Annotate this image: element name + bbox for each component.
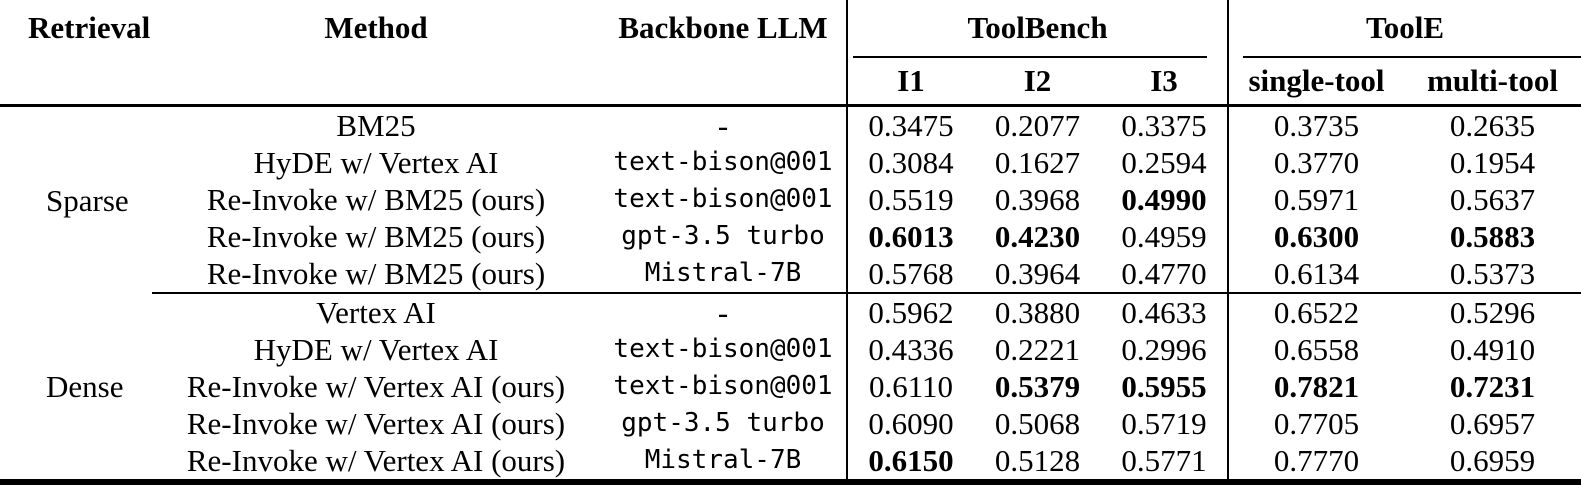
value-cell-i3: 0.2594 <box>1121 145 1207 180</box>
value-cell-i1: 0.6013 <box>846 218 974 255</box>
value-cell-single-tool: 0.6300 <box>1227 218 1404 255</box>
value-cell-multi-tool: 0.6957 <box>1449 406 1536 441</box>
backbone-cell: text-bison@001 <box>613 371 833 401</box>
value-cell-i1: 0.3475 <box>846 105 974 144</box>
value-cell-i1: 0.6090 <box>846 405 974 442</box>
method-cell: Vertex AI <box>316 295 436 330</box>
value-cell-single-tool: 0.5971 <box>1227 181 1404 218</box>
value-cell-i2: 0.5068 <box>994 406 1081 441</box>
value-cell-multi-tool: 0.5296 <box>1449 295 1536 330</box>
group-header-toole: ToolE <box>1227 0 1581 58</box>
table-row: Sparse BM25 - 0.3475 0.2077 0.3375 0.373… <box>0 105 1581 218</box>
value-cell-multi-tool: 0.1954 <box>1449 145 1536 180</box>
table-row: HyDE w/ Vertex AI text-bison@001 0.3084 … <box>0 144 1581 181</box>
subcol-header-i2: I2 <box>974 58 1101 107</box>
value-cell-i1: 0.6150 <box>846 442 974 482</box>
value-cell-single-tool: 0.6522 <box>1227 293 1404 331</box>
value-cell-i2: 0.4230 <box>994 219 1081 254</box>
value-cell-i3: 0.5771 <box>1121 443 1207 478</box>
value-cell-i1: 0.3084 <box>846 144 974 181</box>
value-cell-single-tool: 0.6134 <box>1227 255 1404 294</box>
value-cell-i2: 0.1627 <box>994 145 1081 180</box>
header-row-groups: Retrieval Method Backbone LLM ToolBench … <box>0 0 1581 107</box>
col-header-retrieval: Retrieval <box>0 0 152 107</box>
value-cell-i2: 0.3964 <box>974 255 1101 294</box>
table-row: HyDE w/ Vertex AI text-bison@001 0.4336 … <box>0 331 1581 368</box>
method-cell: Re-Invoke w/ Vertex AI (ours) <box>186 443 566 478</box>
backbone-cell: Mistral-7B <box>644 445 802 475</box>
value-cell-i3: 0.2996 <box>1121 332 1207 367</box>
method-cell: Re-Invoke w/ Vertex AI (ours) <box>186 369 566 404</box>
retrieval-group-label-sparse: Sparse <box>46 182 129 218</box>
value-cell-multi-tool: 0.5637 <box>1449 182 1536 217</box>
subcol-header-i1: I1 <box>846 58 974 107</box>
method-cell: HyDE w/ Vertex AI <box>253 145 499 180</box>
table-row: Re-Invoke w/ BM25 (ours) text-bison@001 … <box>0 181 1581 218</box>
value-cell-single-tool: 0.7705 <box>1227 405 1404 442</box>
value-cell-multi-tool: 0.2635 <box>1449 108 1536 143</box>
value-cell-i2: 0.5128 <box>994 443 1081 478</box>
backbone-cell: Mistral-7B <box>600 255 847 294</box>
value-cell-single-tool: 0.6558 <box>1227 331 1404 368</box>
method-cell: HyDE w/ Vertex AI <box>253 332 499 367</box>
table-row: Dense Vertex AI - 0.5962 0.3880 0.4633 0… <box>0 293 1581 404</box>
group-header-toolbench: ToolBench <box>846 0 1228 58</box>
value-cell-multi-tool: 0.4910 <box>1449 332 1536 367</box>
method-cell: Re-Invoke w/ BM25 (ours) <box>206 182 546 217</box>
value-cell-i2: 0.3968 <box>994 182 1081 217</box>
backbone-cell: gpt-3.5 turbo <box>621 221 825 251</box>
method-cell: Re-Invoke w/ BM25 (ours) <box>206 219 546 254</box>
value-cell-i1: 0.4336 <box>846 331 974 368</box>
value-cell-i3: 0.4633 <box>1121 295 1207 330</box>
value-cell-i3: 0.4770 <box>1101 255 1228 294</box>
table-row: Re-Invoke w/ Vertex AI (ours) text-bison… <box>0 368 1581 405</box>
value-cell-i3: 0.5955 <box>1121 369 1207 404</box>
value-cell-i2: 0.2221 <box>994 332 1081 367</box>
value-cell-i1: 0.5768 <box>846 255 974 294</box>
value-cell-i2: 0.5379 <box>994 369 1081 404</box>
value-cell-i1: 0.5519 <box>846 181 974 218</box>
value-cell-multi-tool: 0.7231 <box>1449 369 1536 404</box>
header-row-subcolumns: I1 I2 I3 single-tool multi-tool <box>0 58 1581 107</box>
value-cell-single-tool: 0.7821 <box>1227 368 1404 405</box>
backbone-cell: - <box>717 108 729 143</box>
value-cell-i2: 0.3880 <box>994 295 1081 330</box>
table-row: Re-Invoke w/ BM25 (ours) gpt-3.5 turbo 0… <box>0 218 1581 255</box>
value-cell-i3: 0.4959 <box>1121 219 1207 254</box>
value-cell-single-tool: 0.3770 <box>1227 144 1404 181</box>
value-cell-single-tool: 0.3735 <box>1227 105 1404 144</box>
method-cell: Re-Invoke w/ BM25 (ours) <box>152 255 600 294</box>
subcol-header-multi-tool: multi-tool <box>1404 58 1581 107</box>
value-cell-i3: 0.4990 <box>1121 182 1207 217</box>
backbone-cell: text-bison@001 <box>613 147 833 177</box>
group-dense: Dense Vertex AI - 0.5962 0.3880 0.4633 0… <box>0 293 1581 482</box>
backbone-cell: text-bison@001 <box>613 334 833 364</box>
retrieval-group-label-dense: Dense <box>46 368 124 404</box>
method-cell: Re-Invoke w/ Vertex AI (ours) <box>186 406 566 441</box>
method-cell: BM25 <box>336 108 416 143</box>
backbone-cell: text-bison@001 <box>613 184 833 214</box>
value-cell-i2: 0.2077 <box>994 108 1081 143</box>
value-cell-i1: 0.5962 <box>846 293 974 331</box>
group-sparse: Sparse BM25 - 0.3475 0.2077 0.3375 0.373… <box>0 105 1581 294</box>
col-header-method: Method <box>152 0 600 107</box>
value-cell-multi-tool: 0.5883 <box>1449 219 1536 254</box>
subcol-header-i3: I3 <box>1101 58 1228 107</box>
subcol-header-single-tool: single-tool <box>1227 58 1404 107</box>
backbone-cell: gpt-3.5 turbo <box>621 408 825 438</box>
table-row: Re-Invoke w/ Vertex AI (ours) gpt-3.5 tu… <box>0 405 1581 442</box>
col-header-backbone-llm: Backbone LLM <box>600 0 847 107</box>
value-cell-i3: 0.5719 <box>1121 406 1207 441</box>
table-row: Re-Invoke w/ BM25 (ours) Mistral-7B 0.57… <box>0 255 1581 294</box>
value-cell-i3: 0.3375 <box>1121 108 1207 143</box>
value-cell-multi-tool: 0.6959 <box>1449 443 1536 478</box>
table-row: Re-Invoke w/ Vertex AI (ours) Mistral-7B… <box>0 442 1581 482</box>
value-cell-i1: 0.6110 <box>846 368 974 405</box>
value-cell-multi-tool: 0.5373 <box>1404 255 1581 294</box>
backbone-cell: - <box>717 295 729 330</box>
value-cell-single-tool: 0.7770 <box>1227 442 1404 482</box>
